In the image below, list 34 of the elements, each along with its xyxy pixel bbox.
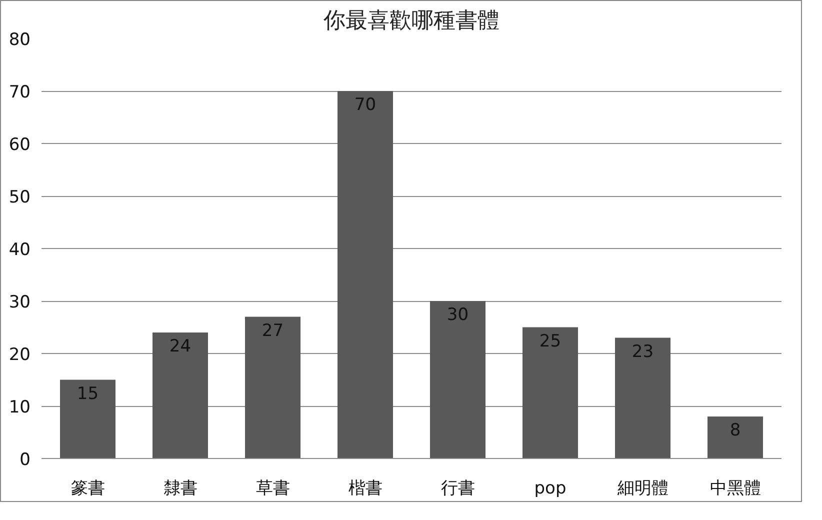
bar — [615, 338, 670, 458]
data-label: 15 — [76, 384, 99, 404]
data-label: 8 — [730, 420, 741, 440]
data-label: 70 — [354, 95, 376, 115]
data-label: 30 — [446, 305, 469, 325]
data-label: 27 — [262, 320, 284, 341]
x-tick-label: 中黑體 — [710, 478, 761, 498]
y-tick-label: 20 — [8, 345, 31, 365]
data-label: 25 — [539, 331, 562, 352]
bar — [152, 332, 208, 458]
bar — [708, 416, 763, 458]
y-tick-label: 50 — [8, 188, 31, 208]
y-tick-label: 0 — [20, 450, 31, 470]
y-tick-label: 40 — [8, 240, 31, 260]
bar — [338, 91, 393, 458]
x-tick-label: 篆書 — [70, 478, 105, 498]
data-label: 24 — [169, 336, 192, 356]
bar — [60, 380, 116, 458]
y-tick-label: 30 — [8, 292, 31, 312]
y-tick-label: 80 — [8, 30, 31, 50]
y-tick-label: 60 — [8, 135, 31, 155]
x-tick-label: 隸書 — [163, 478, 198, 498]
y-tick-label: 70 — [8, 82, 31, 102]
x-tick-label: 草書 — [256, 478, 290, 498]
y-tick-label: 10 — [8, 398, 31, 418]
data-label: 23 — [632, 342, 654, 362]
x-tick-label: pop — [534, 478, 566, 498]
x-tick-label: 楷書 — [348, 478, 382, 498]
bar — [245, 316, 300, 458]
x-tick-label: 細明體 — [616, 478, 668, 498]
bar — [522, 327, 578, 458]
x-tick-label: 行書 — [440, 478, 475, 498]
bar — [430, 301, 486, 458]
chart-title: 你最喜歡哪種書體 — [322, 8, 500, 34]
